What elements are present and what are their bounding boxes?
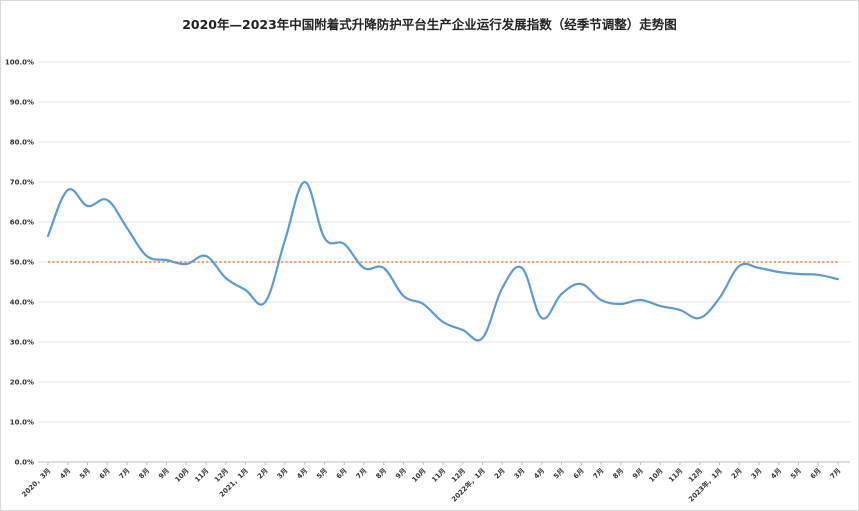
y-tick-label: 10.0% bbox=[10, 419, 34, 427]
x-tick-label: 9月 bbox=[394, 467, 408, 481]
y-tick-label: 20.0% bbox=[10, 379, 34, 387]
series-line bbox=[46, 180, 840, 342]
chart-title: 2020年—2023年中国附着式升降防护平台生产企业运行发展指数（经季节调整）走… bbox=[182, 17, 677, 32]
x-tick-label: 5月 bbox=[789, 467, 803, 481]
y-tick-label: 80.0% bbox=[10, 139, 34, 147]
y-tick-label: 30.0% bbox=[10, 339, 34, 347]
x-tick-label: 2月 bbox=[730, 467, 744, 481]
x-tick-label: 3月 bbox=[513, 467, 527, 481]
x-tick-label: 11月 bbox=[430, 467, 447, 484]
y-tick-label: 40.0% bbox=[10, 299, 34, 307]
y-tick-label: 50.0% bbox=[10, 259, 34, 267]
y-tick-label: 0.0% bbox=[15, 459, 34, 467]
x-tick-label: 6月 bbox=[335, 467, 349, 481]
y-tick-label: 90.0% bbox=[10, 99, 34, 107]
x-tick-label: 6月 bbox=[572, 467, 586, 481]
y-tick-label: 100.0% bbox=[5, 59, 34, 67]
x-tick-label: 4月 bbox=[532, 467, 546, 481]
x-tick-label: 12月 bbox=[450, 467, 467, 484]
x-tick-label: 5月 bbox=[315, 467, 329, 481]
x-tick-label: 10月 bbox=[411, 467, 428, 484]
x-tick-label: 11月 bbox=[667, 467, 684, 484]
x-tick-label: 2022年，1月 bbox=[449, 466, 487, 504]
x-tick-label: 11月 bbox=[193, 467, 210, 484]
x-tick-label: 3月 bbox=[750, 467, 764, 481]
x-tick-label: 7月 bbox=[118, 467, 132, 481]
y-tick-label: 70.0% bbox=[10, 179, 34, 187]
x-tick-label: 9月 bbox=[157, 467, 171, 481]
x-tick-label: 12月 bbox=[213, 467, 230, 484]
x-tick-label: 3月 bbox=[276, 467, 290, 481]
x-tick-label: 10月 bbox=[174, 467, 191, 484]
x-tick-label: 7月 bbox=[592, 467, 606, 481]
x-tick-label: 4月 bbox=[58, 467, 72, 481]
x-tick-label: 4月 bbox=[295, 467, 309, 481]
x-tick-label: 9月 bbox=[631, 467, 645, 481]
x-tick-label: 8月 bbox=[374, 467, 388, 481]
x-tick-label: 8月 bbox=[137, 467, 151, 481]
x-tick-label: 7月 bbox=[355, 467, 369, 481]
x-tick-label: 2023年，1月 bbox=[686, 466, 724, 504]
x-tick-label: 10月 bbox=[648, 467, 665, 484]
x-tick-label: 6月 bbox=[809, 467, 823, 481]
x-tick-label: 7月 bbox=[829, 467, 843, 481]
x-tick-label: 2月 bbox=[256, 467, 270, 481]
x-tick-label: 2020，3月 bbox=[20, 467, 52, 499]
x-tick-label: 6月 bbox=[98, 467, 112, 481]
series-lines bbox=[46, 180, 840, 342]
x-tick-label: 4月 bbox=[769, 467, 783, 481]
y-tick-label: 60.0% bbox=[10, 219, 34, 227]
x-tick-label: 5月 bbox=[552, 467, 566, 481]
x-tick-label: 12月 bbox=[687, 467, 704, 484]
y-axis-ticks: 0.0% 10.0% 20.0% 30.0% 40.0% 50.0% 60.0% 70.0% 8… bbox=[5, 59, 34, 467]
x-tick-label: 8月 bbox=[611, 467, 625, 481]
x-tick-label: 5月 bbox=[78, 467, 92, 481]
x-tick-label: 2月 bbox=[493, 467, 507, 481]
